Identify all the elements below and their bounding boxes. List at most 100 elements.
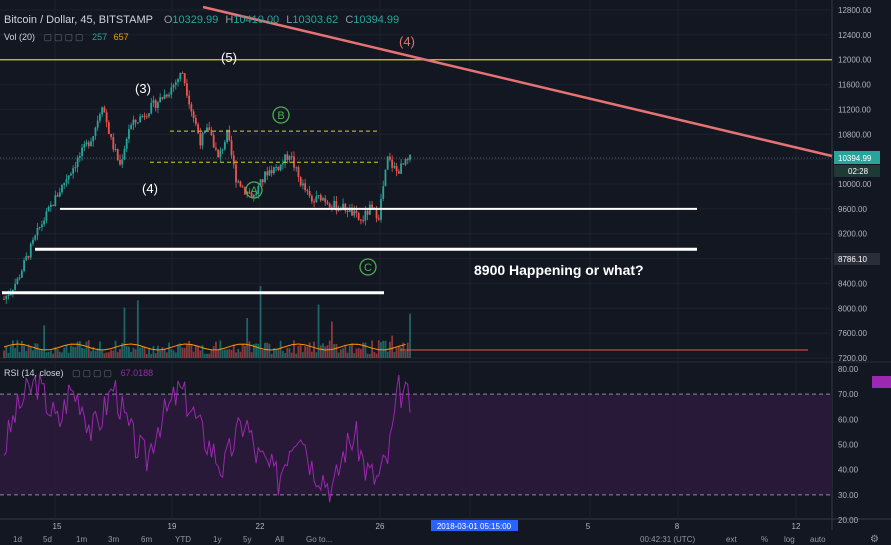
volume-bar bbox=[279, 340, 282, 358]
volume-bar bbox=[177, 344, 179, 358]
range-1m[interactable]: 1m bbox=[76, 535, 88, 544]
toggle-auto[interactable]: auto bbox=[810, 535, 826, 544]
volume-bar bbox=[145, 353, 148, 358]
volume-bar bbox=[373, 351, 376, 358]
candle-body bbox=[351, 207, 353, 216]
candle-body bbox=[395, 166, 398, 172]
candle-body bbox=[23, 260, 25, 271]
candle-body bbox=[221, 149, 224, 151]
volume-label[interactable]: Vol (20) bbox=[4, 32, 36, 42]
volume-bar bbox=[114, 340, 117, 358]
candle-body bbox=[63, 182, 66, 185]
candle-body bbox=[16, 278, 19, 284]
candle-body bbox=[83, 144, 86, 148]
candle-body bbox=[331, 207, 333, 209]
range-1d[interactable]: 1d bbox=[13, 535, 22, 544]
candle-body bbox=[179, 72, 182, 80]
utc-clock[interactable]: 00:42:31 (UTC) bbox=[640, 535, 696, 544]
candle-body bbox=[141, 115, 144, 117]
volume-bar bbox=[306, 346, 309, 358]
settings-gear-icon[interactable]: ⚙ bbox=[870, 534, 879, 545]
range-1y[interactable]: 1y bbox=[213, 535, 222, 544]
candle-body bbox=[29, 243, 32, 258]
volume-bar bbox=[310, 351, 313, 358]
volume-bar bbox=[16, 340, 19, 358]
volume-bar bbox=[277, 348, 280, 358]
rsi-tools-icon[interactable]: ▢▢▢▢ bbox=[72, 368, 115, 378]
volume-bar bbox=[157, 345, 159, 358]
last-price-badge bbox=[834, 151, 880, 164]
volume-bar bbox=[105, 352, 108, 358]
volume-bar bbox=[14, 348, 17, 358]
volume-bar bbox=[92, 346, 95, 358]
volume-bar bbox=[371, 340, 373, 358]
range-3m[interactable]: 3m bbox=[108, 535, 120, 544]
symbol-title: Bitcoin / Dollar, 45, BITSTAMP bbox=[4, 14, 153, 26]
volume-bar bbox=[342, 348, 344, 358]
range-ytd[interactable]: YTD bbox=[175, 535, 191, 544]
candle-body bbox=[232, 155, 235, 165]
volume-bar bbox=[81, 347, 83, 358]
volume-bar bbox=[353, 353, 356, 358]
range-all[interactable]: All bbox=[275, 535, 284, 544]
time-tick-label: 12 bbox=[792, 522, 801, 531]
volume-bar bbox=[217, 349, 220, 358]
candle-body bbox=[203, 130, 206, 133]
toggle-ext[interactable]: ext bbox=[726, 535, 737, 544]
candle-body bbox=[228, 129, 231, 141]
candle-body bbox=[136, 122, 139, 124]
candle-body bbox=[107, 122, 110, 134]
price-tick-label: 12000.00 bbox=[838, 56, 872, 65]
volume-bar bbox=[96, 348, 99, 358]
volume-bar bbox=[360, 349, 362, 358]
volume-bar bbox=[172, 350, 175, 358]
volume-bar bbox=[128, 346, 130, 358]
horizontal-levels bbox=[0, 59, 832, 295]
candle-body bbox=[110, 133, 112, 138]
volume-bar bbox=[228, 349, 231, 358]
candle-body bbox=[128, 129, 130, 140]
toggle-log[interactable]: log bbox=[784, 535, 795, 544]
candle-body bbox=[259, 179, 262, 186]
volume-bar bbox=[90, 351, 92, 358]
rsi-label[interactable]: RSI (14, close) bbox=[4, 368, 64, 378]
candle-body bbox=[154, 100, 157, 108]
volume-bar bbox=[183, 347, 186, 358]
marker-badge bbox=[834, 253, 880, 265]
volume-bar bbox=[212, 346, 215, 358]
candle-body bbox=[357, 212, 360, 220]
rsi-line bbox=[3, 373, 411, 503]
range-6m[interactable]: 6m bbox=[141, 535, 153, 544]
volume-tools-icon[interactable]: ▢▢▢▢ bbox=[43, 32, 86, 42]
candle-body bbox=[172, 84, 175, 88]
goto-button[interactable]: Go to... bbox=[306, 535, 333, 544]
candle-body bbox=[96, 120, 99, 128]
volume-bar bbox=[34, 343, 37, 358]
volume-bar bbox=[181, 347, 184, 358]
range-5y[interactable]: 5y bbox=[243, 535, 252, 544]
rsi-value: 67.0188 bbox=[120, 368, 154, 378]
volume-bar bbox=[308, 342, 311, 358]
price-tick-label: 12400.00 bbox=[838, 31, 872, 40]
candle-body bbox=[308, 190, 311, 196]
range-5d[interactable]: 5d bbox=[43, 535, 52, 544]
candle-body bbox=[54, 195, 57, 206]
candle-body bbox=[257, 185, 260, 194]
candle-body bbox=[266, 171, 269, 176]
toggle-percent[interactable]: % bbox=[761, 535, 769, 544]
volume-bar bbox=[409, 313, 411, 358]
candle-body bbox=[324, 198, 327, 203]
volume-bar bbox=[241, 344, 244, 358]
volume-bar bbox=[152, 346, 155, 358]
circle-a-label-ring bbox=[245, 181, 263, 199]
volume-bar bbox=[43, 325, 46, 358]
volume-bar bbox=[161, 347, 164, 358]
volume-bar bbox=[38, 348, 41, 358]
candle-body bbox=[279, 164, 282, 171]
volume-bar bbox=[41, 349, 43, 358]
price-axis: 12800.00 12400.00 12000.00 11600.00 11200.00… bbox=[834, 6, 891, 525]
candle-body bbox=[143, 115, 146, 117]
volume-bar bbox=[116, 352, 119, 358]
candle-body bbox=[317, 195, 320, 197]
